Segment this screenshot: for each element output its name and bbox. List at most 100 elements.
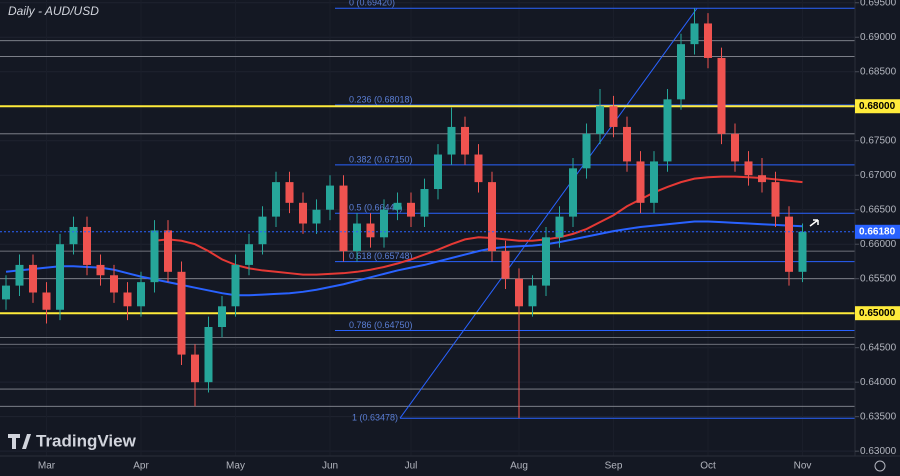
fib-label: 0.786 (0.64750): [349, 320, 413, 330]
moving-average: [154, 175, 803, 276]
fib-label: 1 (0.63478): [352, 413, 398, 423]
y-tick-label: 0.67500: [860, 135, 897, 146]
candle-body: [245, 244, 253, 265]
candle-body: [2, 285, 10, 300]
cursor-arrow: [809, 219, 819, 227]
y-tick-label: 0.68500: [860, 66, 897, 77]
candle-body: [744, 161, 753, 176]
candle-body: [204, 326, 213, 383]
y-tick-label: 0.67000: [860, 170, 897, 181]
candle-body: [42, 292, 51, 310]
y-tick-label: 0.66000: [860, 239, 897, 250]
candle-body: [771, 182, 780, 217]
x-tick-label: Apr: [133, 461, 149, 472]
candle-body: [420, 189, 429, 217]
candle-body: [717, 57, 726, 134]
candle-body: [353, 223, 361, 252]
candle-body: [798, 231, 807, 272]
last-price-label: 0.66180: [859, 226, 896, 237]
candle-body: [582, 133, 591, 169]
fib-label: 0.236 (0.68018): [349, 94, 413, 104]
candle-body: [56, 244, 64, 310]
candle-body: [488, 182, 496, 252]
key-level-label: 0.65000: [859, 308, 896, 319]
candle-body: [515, 278, 523, 307]
candle-body: [339, 185, 348, 252]
candle-body: [83, 226, 91, 265]
candle-body: [731, 133, 739, 162]
key-level-label: 0.68000: [859, 101, 896, 112]
candle-body: [380, 209, 388, 238]
y-tick-label: 0.63500: [860, 411, 897, 422]
x-tick-label: Jun: [322, 461, 338, 472]
candle-body: [447, 126, 456, 155]
candle-body: [623, 126, 631, 162]
candle-body: [596, 106, 604, 134]
candle-body: [555, 216, 564, 238]
key-level-box: [855, 99, 900, 114]
chart-title: Daily - AUD/USD: [8, 4, 99, 18]
candle-body: [191, 354, 199, 383]
candle-body: [501, 251, 510, 279]
logo: TradingView: [8, 431, 137, 450]
y-tick-label: 0.69500: [860, 0, 897, 8]
candle-body: [569, 168, 577, 217]
candle-body: [758, 175, 766, 183]
fib-label: 0.5 (0.66449): [349, 203, 403, 213]
candle-body: [231, 264, 240, 307]
candle-body: [528, 285, 537, 307]
candle-body: [366, 223, 375, 238]
x-tick-label: Sep: [605, 461, 623, 472]
y-tick-label: 0.69000: [860, 32, 897, 43]
candle-body: [677, 44, 685, 100]
settings-icon[interactable]: [874, 460, 886, 472]
candle-body: [407, 202, 415, 217]
key-level-box: [855, 306, 900, 321]
watermark: TradingView: [36, 431, 137, 450]
fib-label: 0.382 (0.67150): [349, 154, 413, 164]
candle-body: [177, 271, 186, 355]
candle-body: [785, 216, 793, 272]
x-tick-label: Jul: [405, 461, 418, 472]
candle-body: [690, 23, 699, 45]
x-tick-label: Nov: [794, 461, 812, 472]
x-tick-label: Mar: [38, 461, 56, 472]
y-tick-label: 0.66500: [860, 204, 897, 215]
candle-body: [110, 275, 118, 293]
x-tick-label: Aug: [510, 461, 528, 472]
candle-body: [434, 154, 442, 190]
y-tick-label: 0.64500: [860, 342, 897, 353]
candle-body: [123, 292, 132, 307]
candle-body: [636, 161, 645, 203]
x-tick-label: May: [226, 461, 245, 472]
candle-body: [704, 23, 712, 58]
y-tick-label: 0.64000: [860, 377, 897, 388]
candle-body: [461, 126, 469, 155]
candle-body: [393, 202, 402, 210]
x-tick-label: Oct: [700, 461, 716, 472]
candle-body: [299, 202, 307, 224]
candle-body: [15, 264, 24, 286]
candle-body: [150, 230, 159, 283]
y-tick-label: 0.65500: [860, 273, 897, 284]
fib-label: 0.618 (0.65748): [349, 251, 413, 261]
candle-body: [312, 209, 321, 224]
y-tick-label: 0.63000: [860, 446, 897, 457]
candle-body: [650, 161, 658, 203]
candle-body: [474, 154, 483, 183]
candle-body: [542, 237, 550, 286]
plot-area: 0 (0.69420) 0.236 (0.68018) 0.382 (0.67150…: [0, 0, 855, 452]
candle-body: [663, 99, 672, 162]
candle-body: [164, 230, 172, 272]
candle-body: [285, 182, 294, 203]
candle-body: [326, 185, 334, 210]
candle-body: [96, 264, 105, 276]
candle-body: [258, 216, 267, 245]
candle-body: [69, 226, 78, 245]
moving-average: [5, 220, 803, 297]
trend-line: [399, 7, 698, 419]
fib-label: 0 (0.69420): [349, 0, 395, 8]
